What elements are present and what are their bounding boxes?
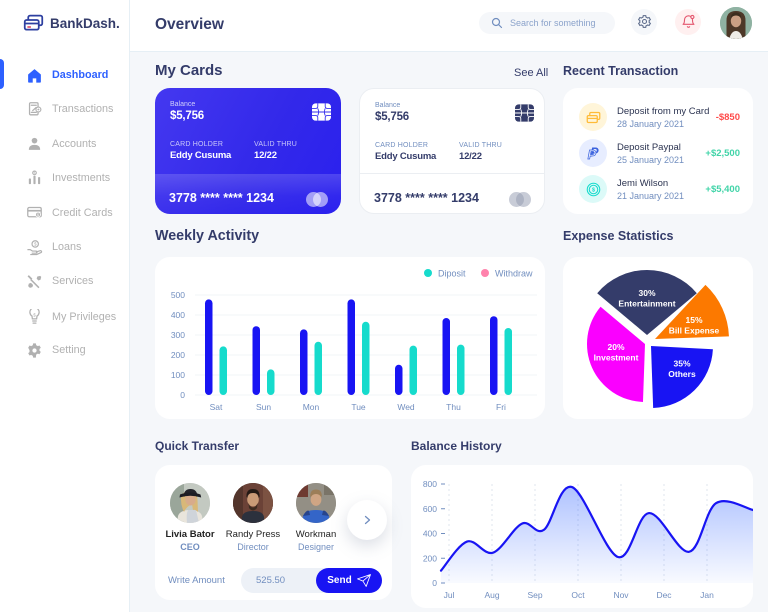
- svg-text:200: 200: [171, 350, 185, 360]
- svg-text:$: $: [592, 187, 595, 193]
- svg-text:Mon: Mon: [303, 402, 320, 412]
- svg-text:35%: 35%: [673, 359, 690, 369]
- svg-text:Tue: Tue: [351, 402, 366, 412]
- svg-text:$: $: [37, 213, 39, 217]
- svg-text:Fri: Fri: [496, 402, 506, 412]
- svg-text:400: 400: [423, 529, 437, 539]
- svg-text:15%: 15%: [685, 315, 702, 325]
- svg-text:500: 500: [171, 290, 185, 300]
- svg-text:Bill Expense: Bill Expense: [669, 326, 720, 336]
- svg-text:Aug: Aug: [484, 590, 499, 600]
- svg-text:0: 0: [432, 578, 437, 588]
- svg-text:Withdraw: Withdraw: [495, 269, 533, 279]
- svg-text:400: 400: [171, 310, 185, 320]
- svg-text:Others: Others: [668, 369, 696, 379]
- svg-text:Jul: Jul: [444, 590, 455, 600]
- svg-text:Dec: Dec: [656, 590, 672, 600]
- svg-text:600: 600: [423, 504, 437, 514]
- svg-text:$: $: [34, 241, 37, 247]
- svg-text:Sun: Sun: [256, 402, 271, 412]
- svg-text:Jan: Jan: [700, 590, 714, 600]
- svg-text:0: 0: [180, 390, 185, 400]
- svg-text:20%: 20%: [607, 342, 624, 352]
- svg-text:P: P: [590, 146, 599, 160]
- svg-text:300: 300: [171, 330, 185, 340]
- svg-text:Nov: Nov: [613, 590, 629, 600]
- svg-text:Oct: Oct: [571, 590, 585, 600]
- svg-text:800: 800: [423, 479, 437, 489]
- svg-text:30%: 30%: [638, 288, 655, 298]
- svg-text:Investment: Investment: [594, 353, 639, 363]
- svg-text:Entertainment: Entertainment: [618, 299, 675, 309]
- svg-text:$: $: [33, 170, 36, 175]
- svg-text:$: $: [33, 312, 36, 318]
- svg-text:Diposit: Diposit: [438, 269, 466, 279]
- svg-text:Sep: Sep: [527, 590, 542, 600]
- svg-text:200: 200: [423, 553, 437, 563]
- svg-text:Wed: Wed: [397, 402, 415, 412]
- svg-text:Thu: Thu: [446, 402, 461, 412]
- svg-text:100: 100: [171, 370, 185, 380]
- svg-text:P: P: [587, 148, 596, 161]
- svg-text:Sat: Sat: [210, 402, 223, 412]
